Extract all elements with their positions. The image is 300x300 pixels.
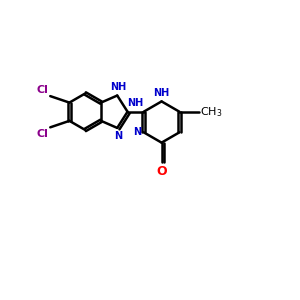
Text: O: O <box>156 165 167 178</box>
Text: CH$_3$: CH$_3$ <box>200 105 223 118</box>
Text: NH: NH <box>154 88 170 98</box>
Text: N: N <box>114 131 122 141</box>
Text: N: N <box>133 127 141 137</box>
Text: Cl: Cl <box>36 85 48 94</box>
Text: NH: NH <box>110 82 126 92</box>
Text: NH: NH <box>128 98 144 108</box>
Text: Cl: Cl <box>36 129 48 139</box>
